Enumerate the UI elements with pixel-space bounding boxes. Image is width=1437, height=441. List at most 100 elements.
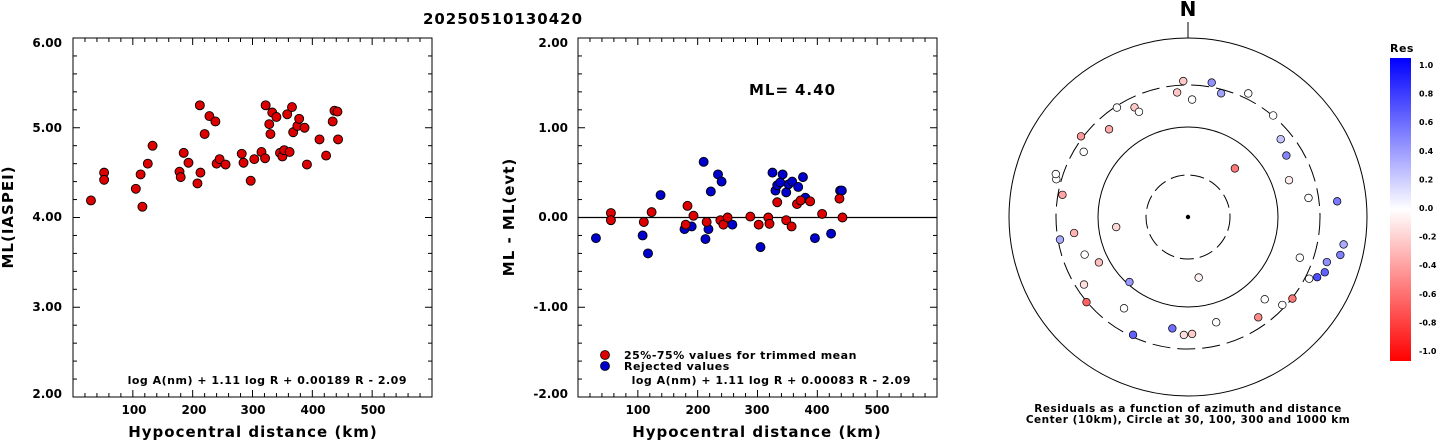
axis-ticks	[73, 38, 432, 397]
rejected-residual-point	[700, 234, 711, 244]
station-residual-marker	[1269, 111, 1278, 120]
formula-text: log A(nm) + 1.11 log R + 0.00083 R - 2.0…	[632, 374, 911, 387]
station-ml-point	[192, 178, 203, 189]
legend-label-accepted: 25%-75% values for trimmed mean	[624, 349, 857, 362]
ring-300km	[1055, 84, 1321, 350]
rejected-residual-point	[643, 248, 653, 259]
rejected-residual-point	[777, 169, 788, 180]
colorbar-gradient	[1390, 58, 1411, 361]
accepted-residual-point	[772, 197, 783, 208]
station-residual-marker	[1058, 190, 1067, 200]
colorbar-tick-label: 0.6	[1419, 118, 1434, 127]
station-ml-point	[175, 172, 186, 183]
station-residual-marker	[1295, 253, 1304, 262]
legend-marker-accepted	[600, 350, 610, 360]
station-residual-marker	[1288, 294, 1297, 303]
station-markers	[1051, 76, 1348, 340]
rejected-residual-point	[705, 186, 716, 197]
formula-text: log A(nm) + 1.11 log R + 0.00189 R - 2.0…	[128, 374, 407, 387]
y-tick-label: 2.00	[538, 36, 568, 50]
rejected-residual-point	[775, 177, 786, 188]
station-ml-point	[301, 159, 312, 170]
station-ml-point	[321, 150, 332, 161]
map-caption-line1: Residuals as a function of azimuth and d…	[1034, 403, 1341, 415]
station-residual-marker	[1179, 330, 1189, 340]
station-ml-point	[220, 159, 231, 170]
accepted-residual-point	[682, 200, 693, 211]
residual-vs-distance-panel: 2.00 1.00 0.00 -1.00 -2.00 100 200 300 4…	[500, 36, 938, 441]
station-ml-point	[327, 116, 338, 127]
station-residual-marker	[1080, 250, 1089, 259]
station-residual-marker	[1212, 318, 1221, 327]
x-axis-label: Hypocentral distance (km)	[128, 423, 378, 441]
colorbar-tick-label: 0.4	[1419, 147, 1434, 156]
legend-marker-rejected	[600, 361, 610, 371]
rejected-residual-point	[637, 230, 648, 241]
station-residual-marker	[1339, 240, 1348, 249]
residual-map: N Residuals as a function of azimuth and…	[1008, 0, 1368, 426]
y-tick-label: -1.00	[533, 300, 568, 314]
x-tick-label: 400	[804, 403, 829, 417]
accepted-residual-point	[722, 212, 733, 223]
station-ml-point	[282, 109, 293, 120]
accepted-residual-point	[837, 212, 848, 223]
station-residual-marker	[1254, 313, 1263, 322]
station-ml-point	[265, 129, 276, 139]
station-residual-marker	[1216, 89, 1226, 98]
colorbar-tick-label: 0.2	[1419, 175, 1433, 184]
station-ml-point	[249, 154, 260, 165]
ring-100km	[1097, 126, 1279, 308]
station-ml-point	[299, 122, 310, 133]
station-ml-point	[85, 195, 96, 206]
rejected-residual-point	[826, 228, 837, 239]
y-tick-label: -2.00	[533, 387, 568, 401]
colorbar-title: Res	[1390, 42, 1414, 55]
epicenter-dot	[1185, 214, 1191, 220]
accepted-residual-point	[638, 217, 649, 227]
y-tick-label: 1.00	[538, 121, 568, 135]
rejected-residual-point	[591, 233, 601, 244]
station-residual-marker	[1112, 222, 1121, 232]
station-residual-marker	[1304, 193, 1313, 203]
station-residual-marker	[1168, 324, 1177, 333]
station-residual-marker	[1207, 78, 1216, 87]
station-residual-marker	[1069, 228, 1079, 238]
station-ml-point	[178, 147, 189, 158]
accepted-residual-point	[605, 215, 616, 226]
station-ml-point	[284, 147, 295, 157]
x-tick-label: 300	[744, 403, 769, 417]
ml-label: ML=	[749, 81, 789, 99]
rejected-residual-point	[836, 185, 847, 196]
station-ml-point	[130, 183, 141, 194]
station-residual-marker	[1230, 164, 1240, 173]
x-tick-label: 200	[685, 403, 710, 417]
north-label: N	[1180, 0, 1197, 21]
station-ml-point	[135, 169, 146, 180]
station-ml-point	[245, 175, 256, 186]
station-residual-marker	[1194, 273, 1203, 282]
y-tick-label: 0.00	[538, 210, 568, 224]
y-tick-label: 4.00	[32, 210, 62, 224]
rejected-residual-point	[655, 190, 666, 201]
station-residual-marker	[1125, 277, 1134, 287]
y-axis-label: ML(IASPEI)	[0, 165, 17, 268]
station-residual-marker	[1112, 103, 1122, 112]
station-residual-marker	[1336, 250, 1345, 260]
colorbar-tick-label: -0.2	[1419, 233, 1437, 242]
station-residual-marker	[1104, 125, 1114, 134]
accepted-residual-point	[764, 218, 775, 229]
rejected-residual-point	[767, 167, 778, 178]
data-points	[591, 156, 848, 259]
y-tick-label: 6.00	[32, 36, 62, 50]
x-tick-label: 500	[360, 403, 385, 417]
station-residual-marker	[1312, 273, 1322, 282]
accepted-residual-point	[745, 211, 756, 222]
x-axis-label: Hypocentral distance (km)	[632, 423, 882, 441]
station-ml-point	[260, 153, 271, 164]
colorbar-ticks: 1.0 0.8 0.6 0.4 0.2 0.0 -0.2 -0.4 -0.6 -0.8 -1.0	[1419, 61, 1437, 356]
station-ml-point	[236, 148, 247, 159]
legend-label-rejected: Rejected values	[624, 360, 730, 373]
colorbar-tick-label: 1.0	[1419, 61, 1434, 70]
x-tick-label: 100	[121, 403, 146, 417]
axis-ticks	[578, 38, 937, 397]
